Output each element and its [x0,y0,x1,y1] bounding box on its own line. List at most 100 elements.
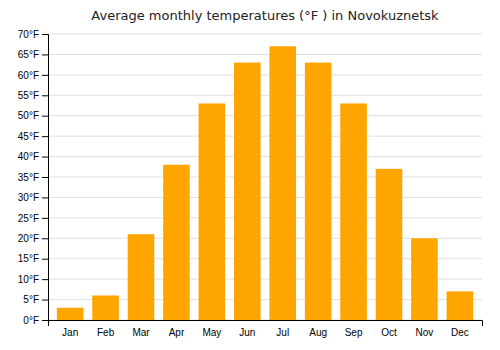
bar [305,63,332,320]
tick-label: 65°F [18,49,39,60]
tick: 55°F [18,90,48,101]
tick: Jun [239,327,255,338]
tick-mark [42,238,48,239]
tick-label: 20°F [18,233,39,244]
tick-label: Dec [451,327,469,338]
tick-label: 0°F [23,315,39,326]
grid-line [48,217,482,218]
tick: Apr [169,327,185,338]
grid-line [48,95,482,96]
tick: Sep [345,327,363,338]
tick-label: 70°F [18,29,39,40]
tick-label: 45°F [18,131,39,142]
tick-mark [42,177,48,178]
tick-label: Jan [62,327,78,338]
grid [48,34,482,320]
tick-label: 30°F [18,192,39,203]
tick-label: 60°F [18,70,39,81]
tick-mark [42,95,48,96]
tick: 15°F [18,253,48,264]
tick-label: Feb [97,327,115,338]
tick: 20°F [18,233,48,244]
bar [92,295,119,320]
tick: May [202,327,221,338]
tick-mark [42,54,48,55]
tick: 40°F [18,151,48,162]
bar [411,238,438,320]
bar [376,169,403,320]
tick: 0°F [23,315,48,326]
tick-label: Oct [381,327,397,338]
tick-mark [42,136,48,137]
grid-line [48,115,482,116]
tick: Nov [416,327,434,338]
x-axis: Jan Feb Mar Apr May Jun Jul Aug Sep Oct Nov Dec [49,321,483,339]
bar [447,291,474,320]
tick-mark [42,300,48,301]
bar [199,103,226,320]
grid-line [48,54,482,55]
chart-svg: Average monthly temperatures (°F ) in No… [0,0,500,350]
tick: 35°F [18,172,48,183]
tick: 5°F [23,294,48,305]
tick: Oct [381,327,397,338]
tick-label: Nov [416,327,434,338]
bars [57,46,473,320]
plot: 0°F 5°F 10°F 15°F 20°F 25°F 30°F 35°F 40°F 45°F 50… [18,29,483,338]
title: Average monthly temperatures (°F ) in No… [91,8,439,23]
tick-label: 25°F [18,213,39,224]
tick: 65°F [18,49,48,60]
y-axis: 0°F 5°F 10°F 15°F 20°F 25°F 30°F 35°F 40°F 45°F 50… [18,29,49,326]
tick-mark [42,279,48,280]
tick: Aug [309,327,327,338]
tick-label: 55°F [18,90,39,101]
tick-mark [42,197,48,198]
grid-line [48,156,482,157]
tick: 10°F [18,274,48,285]
tick-mark [42,157,48,158]
bar [269,46,296,320]
tick: Dec [451,327,469,338]
tick: 45°F [18,131,48,142]
tick: 70°F [18,29,48,40]
axis-domain [42,35,49,321]
tick: 25°F [18,213,48,224]
tick-label: Apr [169,327,185,338]
tick-mark [42,75,48,76]
tick: 60°F [18,70,48,81]
grid-line [48,197,482,198]
chart-container: Average monthly temperatures (°F ) in No… [0,0,500,350]
grid-line [48,74,482,75]
bar [340,103,367,320]
tick-mark [42,218,48,219]
tick-mark [42,320,48,321]
bar [57,308,84,320]
tick-mark [42,34,48,35]
tick-label: 10°F [18,274,39,285]
tick-label: Mar [132,327,150,338]
tick: Mar [132,327,150,338]
tick: Feb [97,327,115,338]
bar [234,63,261,320]
tick-label: 5°F [23,294,39,305]
tick: Jan [62,327,78,338]
tick-label: 50°F [18,110,39,121]
tick-label: Aug [309,327,327,338]
tick-label: 40°F [18,151,39,162]
tick-label: Jun [239,327,255,338]
bar [128,234,155,320]
tick-label: Jul [276,327,289,338]
tick-mark [42,259,48,260]
grid-line [48,136,482,137]
tick-label: 35°F [18,172,39,183]
bar [163,165,190,320]
tick: Jul [276,327,289,338]
grid-line [48,177,482,178]
tick: 50°F [18,110,48,121]
tick-mark [42,116,48,117]
axis-domain [49,321,483,327]
tick-label: May [202,327,221,338]
grid-line [48,34,482,35]
tick-label: 15°F [18,253,39,264]
tick: 30°F [18,192,48,203]
